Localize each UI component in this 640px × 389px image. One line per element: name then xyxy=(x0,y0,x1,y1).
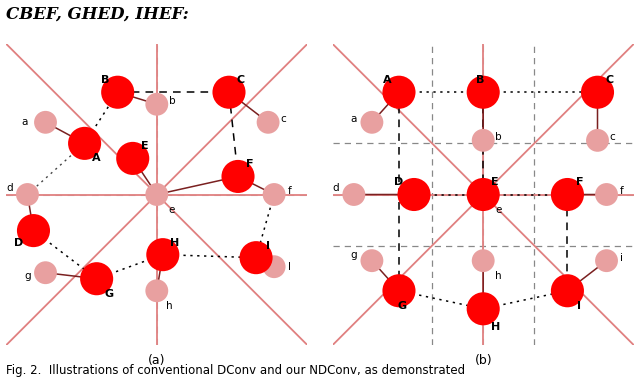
Text: CBEF, GHED, IHEF:: CBEF, GHED, IHEF: xyxy=(6,6,189,23)
Circle shape xyxy=(472,249,495,272)
Circle shape xyxy=(586,129,609,152)
Circle shape xyxy=(397,178,431,211)
Text: D: D xyxy=(394,177,404,187)
Text: b: b xyxy=(168,96,175,106)
Circle shape xyxy=(145,183,168,206)
Circle shape xyxy=(212,76,246,109)
Text: E: E xyxy=(141,141,148,151)
Text: c: c xyxy=(280,114,286,124)
Text: B: B xyxy=(476,75,484,85)
Text: a: a xyxy=(21,117,28,127)
Circle shape xyxy=(595,249,618,272)
Circle shape xyxy=(145,279,168,302)
Circle shape xyxy=(239,241,273,274)
Circle shape xyxy=(262,183,285,206)
Circle shape xyxy=(16,183,39,206)
Text: c: c xyxy=(610,132,616,142)
Text: C: C xyxy=(237,75,245,85)
Circle shape xyxy=(383,76,415,109)
Circle shape xyxy=(383,274,415,307)
Text: F: F xyxy=(576,177,583,187)
Circle shape xyxy=(472,183,495,206)
Circle shape xyxy=(257,111,280,134)
Text: H: H xyxy=(491,322,500,332)
Circle shape xyxy=(262,255,285,278)
Circle shape xyxy=(581,76,614,109)
Text: g: g xyxy=(24,271,31,281)
Circle shape xyxy=(80,262,113,295)
Circle shape xyxy=(551,178,584,211)
Text: e: e xyxy=(495,205,501,215)
Circle shape xyxy=(34,261,57,284)
Text: a: a xyxy=(351,114,357,124)
Circle shape xyxy=(467,178,500,211)
Circle shape xyxy=(34,111,57,134)
Text: g: g xyxy=(351,250,357,260)
Text: d: d xyxy=(333,184,339,193)
Text: G: G xyxy=(104,289,113,299)
Text: I: I xyxy=(287,262,291,272)
Text: d: d xyxy=(6,184,13,193)
Circle shape xyxy=(595,183,618,206)
Text: D: D xyxy=(14,238,23,248)
Circle shape xyxy=(221,160,255,193)
Text: I: I xyxy=(577,301,582,311)
Circle shape xyxy=(101,76,134,109)
Text: I: I xyxy=(266,241,270,251)
Text: e: e xyxy=(169,205,175,215)
Text: Fig. 2.  Illustrations of conventional DConv and our NDConv, as demonstrated: Fig. 2. Illustrations of conventional DC… xyxy=(6,364,465,377)
Circle shape xyxy=(467,292,500,325)
Text: b: b xyxy=(495,132,502,142)
Circle shape xyxy=(467,76,500,109)
Circle shape xyxy=(116,142,149,175)
Text: H: H xyxy=(170,238,179,248)
Text: (b): (b) xyxy=(474,354,492,367)
Circle shape xyxy=(360,249,383,272)
Circle shape xyxy=(147,238,179,271)
Text: G: G xyxy=(397,301,406,311)
Text: C: C xyxy=(605,75,614,85)
Text: F: F xyxy=(246,159,254,170)
Text: B: B xyxy=(102,75,110,85)
Circle shape xyxy=(68,127,101,160)
Circle shape xyxy=(17,214,50,247)
Text: (a): (a) xyxy=(148,354,166,367)
Circle shape xyxy=(342,183,365,206)
Text: h: h xyxy=(166,301,172,311)
Text: E: E xyxy=(492,177,499,187)
Text: f: f xyxy=(620,186,623,196)
Circle shape xyxy=(472,129,495,152)
Text: h: h xyxy=(495,271,502,281)
Text: A: A xyxy=(92,153,101,163)
Circle shape xyxy=(145,93,168,116)
Text: i: i xyxy=(620,253,623,263)
Text: f: f xyxy=(287,186,291,196)
Circle shape xyxy=(360,111,383,134)
Text: A: A xyxy=(383,75,391,85)
Circle shape xyxy=(551,274,584,307)
